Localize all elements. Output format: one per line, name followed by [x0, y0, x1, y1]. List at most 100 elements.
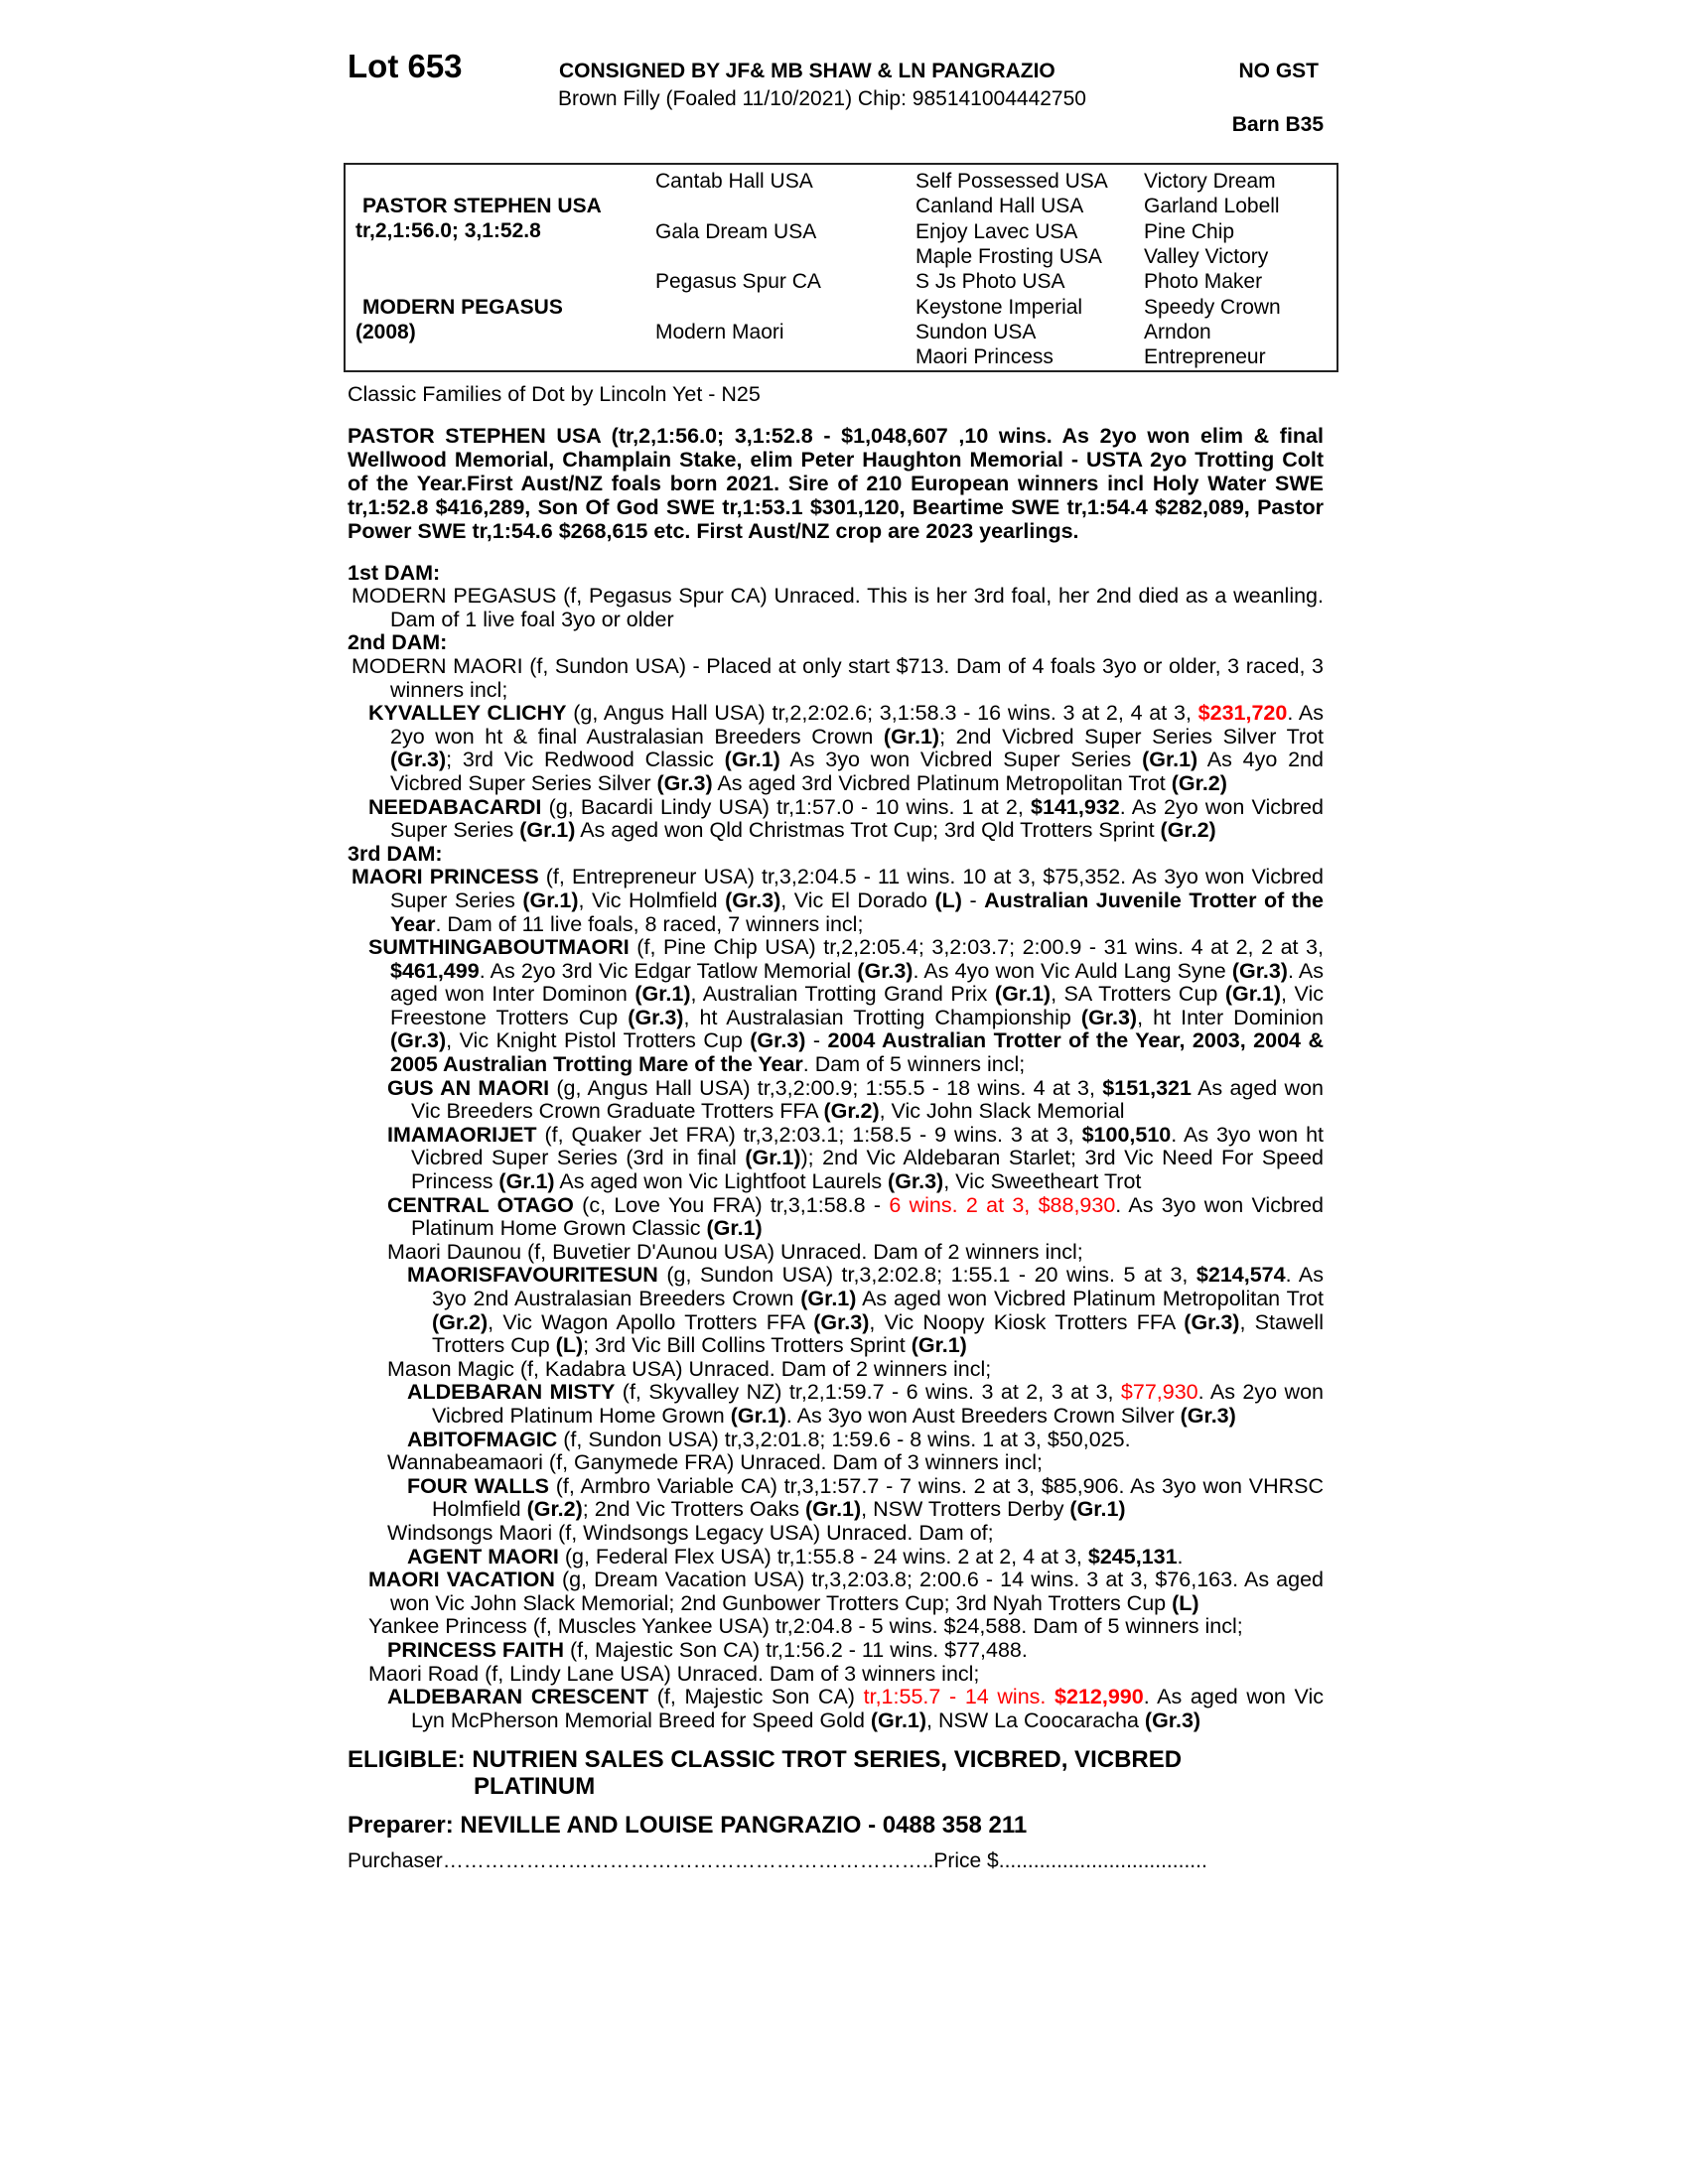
bold-text: MAORI VACATION — [368, 1568, 555, 1592]
sire-summary: PASTOR STEPHEN USA (tr,2,1:56.0; 3,1:52.… — [348, 423, 1324, 544]
bold-text: $141,932 — [1031, 794, 1120, 819]
pedigree-entry: KYVALLEY CLICHY (g, Angus Hall USA) tr,2… — [368, 701, 1324, 795]
bold-text: (Gr.3) — [390, 1028, 447, 1053]
preparer: Preparer: NEVILLE AND LOUISE PANGRAZIO -… — [348, 1812, 1028, 1840]
text: (f, Majestic Son CA) tr,1:56.2 - 11 wins… — [564, 1637, 1028, 1662]
bold-text: (Gr.3) — [1184, 1309, 1240, 1334]
bold-text: (Gr.2) — [432, 1309, 489, 1334]
text: . As 2yo won ht & final Australasian Bre… — [390, 701, 1324, 749]
text: , NSW La Coocaracha — [926, 1707, 1145, 1732]
pedigree-entry: ALDEBARAN CRESCENT (f, Majestic Son CA) … — [387, 1685, 1324, 1732]
pedigree-entry: MAORISFAVOURITESUN (g, Sundon USA) tr,3,… — [407, 1263, 1324, 1358]
text: ; 3rd Vic Bill Collins Trotters Sprint — [583, 1333, 912, 1358]
text: As aged 3rd Vicbred Platinum Metropolita… — [712, 770, 1172, 795]
pedigree-ancestor: Arndon — [1144, 320, 1211, 343]
pedigree-entry: AGENT MAORI (g, Federal Flex USA) tr,1:5… — [407, 1544, 1324, 1570]
text: , Vic Freestone Trotters Cup — [390, 982, 1325, 1029]
bold-text: 2nd DAM: — [348, 630, 448, 655]
bold-text: (L) — [934, 887, 962, 912]
dam-heading: 1st DAM: — [348, 561, 1324, 586]
pedigree-entry: CENTRAL OTAGO (c, Love You FRA) tr,3,1:5… — [387, 1192, 1324, 1241]
text: As aged won Vic Lightfoot Laurels — [554, 1169, 889, 1194]
pedigree-entry: GUS AN MAORI (g, Angus Hall USA) tr,3,2:… — [387, 1075, 1324, 1124]
sire-name: PASTOR STEPHEN USA — [362, 195, 602, 217]
bold-text: $214,574 — [1196, 1263, 1286, 1288]
text: (g, Angus Hall USA) tr,2,2:02.6; 3,1:58.… — [566, 701, 1198, 726]
text: . — [1177, 1544, 1184, 1569]
text: (f, Majestic Son CA) — [648, 1685, 864, 1709]
bold-text: (Gr.1) — [634, 982, 691, 1007]
pedigree-entry: Wannabeamaori (f, Ganymede FRA) Unraced.… — [387, 1450, 1324, 1475]
pedigree-ancestor: Pine Chip — [1144, 219, 1235, 243]
bold-text: (Gr.1) — [724, 748, 780, 772]
pedigree-ancestor: Speedy Crown — [1144, 295, 1281, 319]
highlighted-text: $212,990 — [1055, 1685, 1144, 1709]
bold-text: (Gr.1) — [519, 818, 576, 843]
bold-text: MAORISFAVOURITESUN — [407, 1263, 658, 1288]
text: , Vic Sweetheart Trot — [943, 1169, 1142, 1194]
bold-text: (Gr.3) — [1180, 1403, 1236, 1428]
bold-text: (Gr.3) — [390, 748, 447, 772]
text: (g, Dream Vacation USA) tr,3,2:03.8; 2:0… — [390, 1568, 1324, 1615]
pedigree-ancestor: Maori Princess — [915, 345, 1054, 369]
text: ; 2nd Vicbred Super Series Silver Trot — [939, 724, 1324, 749]
text: , Vic El Dorado — [780, 887, 935, 912]
text: Wannabeamaori (f, Ganymede FRA) Unraced.… — [387, 1450, 1043, 1475]
text: , NSW Trotters Derby — [861, 1497, 1070, 1522]
bold-text: IMAMAORIJET — [387, 1122, 537, 1147]
text: . As 3yo won ht Vicbred Super Series (3r… — [411, 1122, 1324, 1170]
pedigree-ancestor: Photo Maker — [1144, 270, 1263, 294]
bold-text: (Gr.2) — [1160, 818, 1216, 843]
text: . As 3yo won Vicbred Platinum Home Grown… — [411, 1192, 1324, 1241]
bold-text: (Gr.1) — [498, 1169, 555, 1194]
text: (f, Quaker Jet FRA) tr,3,2:03.1; 1:58.5 … — [536, 1122, 1082, 1147]
text: , ht Australasian Trotting Championship — [683, 1005, 1081, 1029]
bold-text: (Gr.1) — [805, 1497, 862, 1522]
horse-description: Brown Filly (Foaled 11/10/2021) Chip: 98… — [558, 87, 1086, 110]
bold-text: (Gr.3) — [888, 1169, 944, 1194]
bold-text: KYVALLEY CLICHY — [368, 701, 567, 726]
pedigree-ancestor: S Js Photo USA — [915, 270, 1065, 294]
text: Windsongs Maori (f, Windsongs Legacy USA… — [387, 1520, 994, 1545]
text: . As 2yo won Vicbred Super Series — [390, 794, 1324, 843]
text: . As 2yo 3rd Vic Edgar Tatlow Memorial — [479, 958, 858, 983]
highlighted-text: 6 wins. 2 at 3, $88,930 — [889, 1192, 1116, 1217]
pedigree-ancestor: Modern Maori — [655, 320, 784, 343]
bold-text: (Gr.1) — [994, 982, 1052, 1007]
bold-text: (Gr.1) — [883, 724, 940, 749]
text: , Vic Holmfield — [578, 887, 726, 912]
bold-text: (Gr.3) — [750, 1028, 806, 1053]
bold-text: (Gr.3) — [628, 1005, 684, 1029]
gst-status: NO GST — [1238, 60, 1319, 82]
bold-text: $151,321 — [1102, 1075, 1192, 1100]
dam-name: MODERN PEGASUS — [362, 296, 563, 319]
text: , Vic Knight Pistol Trotters Cup — [446, 1028, 751, 1053]
bold-text: (Gr.1) — [745, 1146, 801, 1170]
pedigree-entry: PRINCESS FAITH (f, Majestic Son CA) tr,1… — [387, 1637, 1324, 1663]
text: (c, Love You FRA) tr,3,1:58.8 - — [573, 1192, 890, 1217]
bold-text: (L) — [555, 1333, 584, 1358]
text: - — [961, 887, 985, 912]
text: As 3yo won Vicbred Super Series — [779, 748, 1143, 772]
bold-text: $100,510 — [1081, 1122, 1172, 1147]
text: . As aged won Vic Lyn McPherson Memorial… — [411, 1685, 1324, 1732]
text: MODERN PEGASUS (f, Pegasus Spur CA) Unra… — [352, 584, 1324, 631]
bold-text: FOUR WALLS — [407, 1473, 549, 1498]
bold-text: ALDEBARAN MISTY — [407, 1380, 616, 1405]
bold-text: (Gr.1) — [870, 1707, 927, 1732]
text: , Australian Trotting Grand Prix — [690, 982, 995, 1007]
pedigree-entry: SUMTHINGABOUTMAORI (f, Pine Chip USA) tr… — [368, 935, 1325, 1077]
bold-text: (Gr.3) — [1231, 958, 1288, 983]
text: . As 3yo won Aust Breeders Crown Silver — [785, 1403, 1181, 1428]
pedigree-ancestor: Entrepreneur — [1144, 345, 1266, 369]
bold-text: MAORI PRINCESS — [352, 865, 539, 889]
dam-lines: 1st DAM: MODERN PEGASUS (f, Pegasus Spur … — [348, 561, 1325, 1733]
bold-text: Australian Juvenile Trotter of the Year — [390, 887, 1325, 936]
bold-text: (Gr.2) — [526, 1497, 583, 1522]
text: ); 2nd Vic Aldebaran Starlet; 3rd Vic Ne… — [411, 1146, 1324, 1194]
text: As aged won Vicbred Platinum Metropolita… — [856, 1287, 1324, 1311]
text: Yankee Princess (f, Muscles Yankee USA) … — [368, 1614, 1243, 1639]
pedigree-ancestor: Canland Hall USA — [915, 195, 1084, 218]
text: (g, Bacardi Lindy USA) tr,1:57.0 - 10 wi… — [541, 794, 1032, 819]
bold-text: 2004 Australian Trotter of the Year, 200… — [390, 1028, 1324, 1077]
